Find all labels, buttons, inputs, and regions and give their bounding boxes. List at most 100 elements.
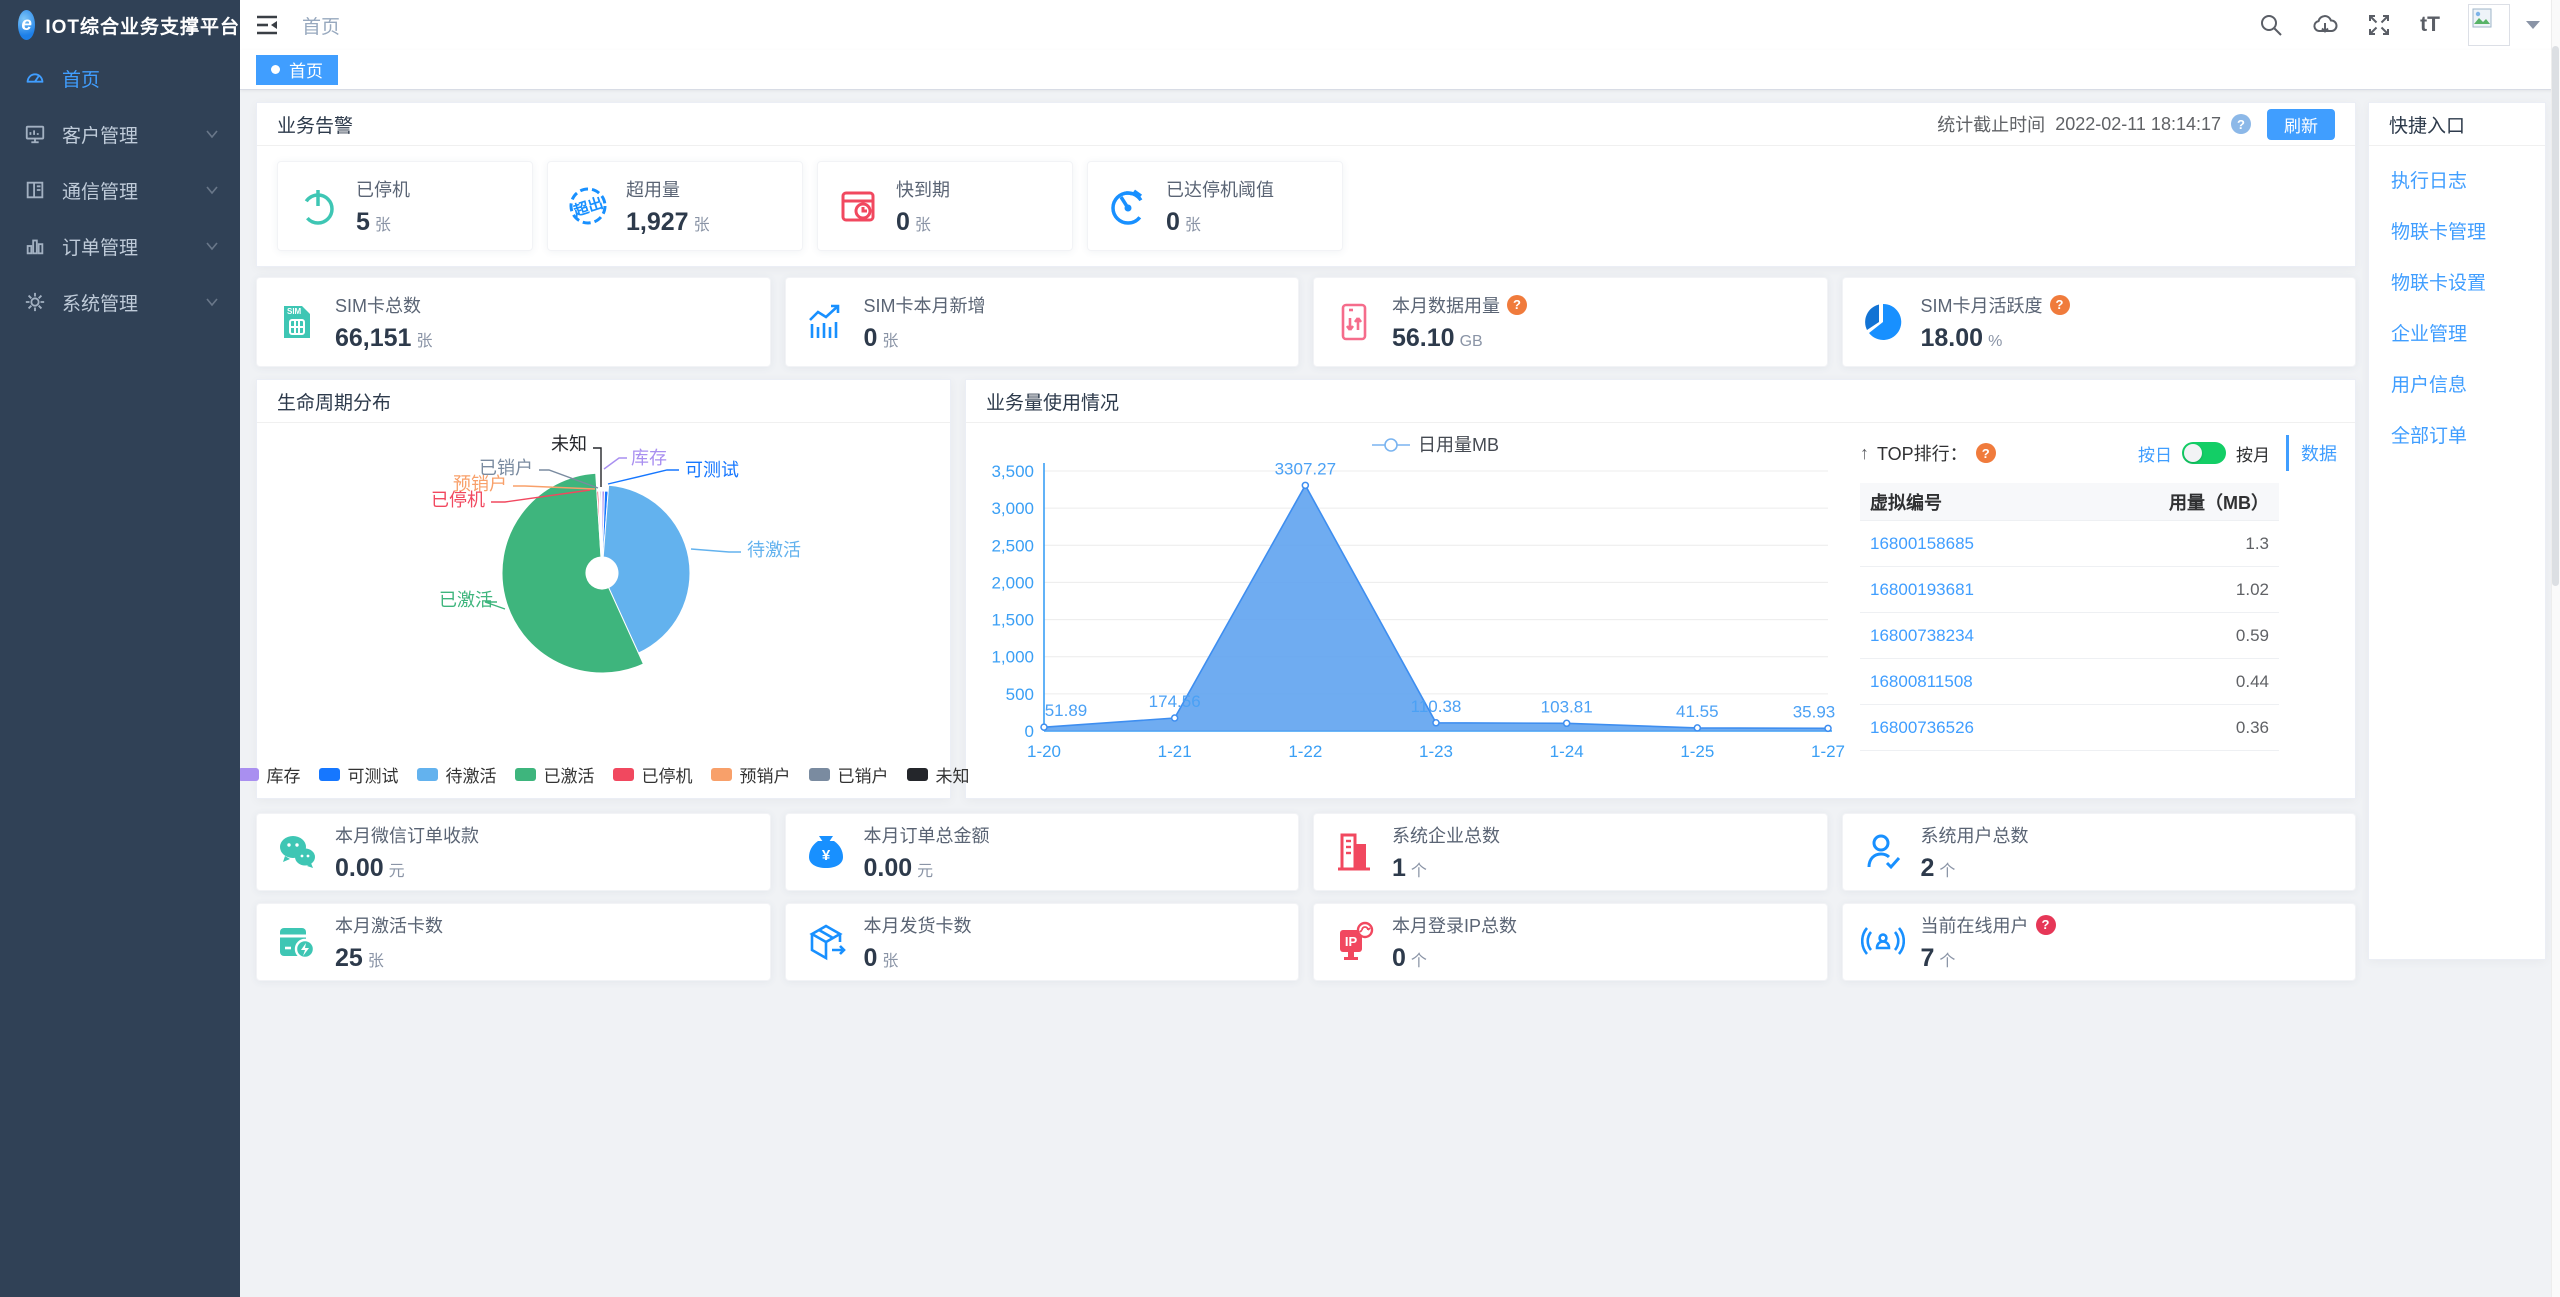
- sidebar-collapse-icon[interactable]: [254, 12, 280, 38]
- font-size-icon[interactable]: tT: [2420, 13, 2440, 36]
- col-header-number: 虚拟编号: [1870, 492, 1942, 513]
- stat-unit: 张: [416, 332, 433, 350]
- legend-item-可测试[interactable]: 可测试: [318, 762, 399, 787]
- stat-value: 0: [1392, 943, 1406, 972]
- help-icon[interactable]: ?: [1507, 294, 1527, 315]
- breadcrumb[interactable]: 首页: [302, 16, 341, 38]
- sidebar-item-home[interactable]: 首页: [0, 50, 240, 106]
- data-point[interactable]: [1562, 719, 1571, 728]
- legend-item-已销户[interactable]: 已销户: [808, 762, 889, 787]
- legend-item-库存[interactable]: 库存: [237, 762, 301, 787]
- data-point[interactable]: [1301, 481, 1310, 490]
- area-series[interactable]: [1044, 485, 1828, 731]
- stat-value: 0.00: [863, 853, 913, 882]
- legend-item-未知[interactable]: 未知: [906, 762, 970, 787]
- help-icon[interactable]: ?: [2035, 914, 2056, 935]
- main-area: 首页 tT 首页: [237, 0, 2560, 1297]
- legend-swatch: [710, 768, 732, 781]
- data-point[interactable]: [1040, 723, 1048, 731]
- period-switch[interactable]: [2182, 442, 2226, 464]
- sidebar-item-system[interactable]: 系统管理: [0, 274, 240, 330]
- quick-link-all-orders[interactable]: 全部订单: [2391, 426, 2468, 447]
- sidebar-item-label: 客户管理: [62, 125, 139, 147]
- scrollbar-track[interactable]: [2551, 0, 2560, 1297]
- legend-item-预销户[interactable]: 预销户: [710, 762, 791, 787]
- pie-label-line: [539, 469, 599, 489]
- quick-link-exec-log[interactable]: 执行日志: [2391, 171, 2468, 192]
- pie-slice-未知[interactable]: [600, 490, 603, 558]
- lifecycle-panel-header: 生命周期分布: [257, 380, 950, 423]
- quick-link-iot-card-mgmt[interactable]: 物联卡管理: [2391, 222, 2487, 243]
- pie-slice-待激活[interactable]: [602, 484, 691, 654]
- stat-time-label: 统计截止时间: [1937, 115, 2046, 135]
- stat-value: 56.10: [1392, 323, 1455, 352]
- virtual-number-link[interactable]: 16800811508: [1870, 671, 1973, 691]
- data-side-tab[interactable]: 数据: [2286, 435, 2337, 471]
- tab-label: 首页: [289, 62, 323, 81]
- stat-value: 2: [1920, 853, 1935, 882]
- virtual-number-link[interactable]: 16800193681: [1870, 579, 1975, 599]
- series-legend-label[interactable]: 日用量MB: [1418, 435, 1499, 455]
- legend-item-已激活[interactable]: 已激活: [514, 762, 595, 787]
- stat-card-sim-total: SIM SIM卡总数 66,151 张: [256, 277, 771, 367]
- toggle-monthly-label[interactable]: 按月: [2236, 445, 2270, 465]
- fullscreen-icon[interactable]: [2366, 12, 2392, 38]
- sim-stats-row: SIM SIM卡总数 66,151 张 SIM卡本月新增 0: [256, 277, 2356, 367]
- tab-active-dot: [271, 65, 280, 74]
- usage-value: 0.59: [2235, 625, 2269, 645]
- legend-marker: [1384, 438, 1398, 452]
- legend-label: 已销户: [837, 767, 889, 786]
- pie-label: 已激活: [439, 590, 493, 610]
- avatar[interactable]: [2468, 4, 2510, 46]
- data-label: 51.89: [1045, 701, 1088, 720]
- legend-item-待激活[interactable]: 待激活: [416, 762, 497, 787]
- scrollbar-thumb[interactable]: [2552, 46, 2559, 586]
- cloud-download-icon[interactable]: [2312, 12, 2338, 38]
- stat-value: 0: [863, 943, 878, 972]
- stat-label: 系统企业总数: [1392, 825, 1500, 846]
- topbar-tools: tT: [2258, 4, 2540, 46]
- user-menu-caret-icon[interactable]: [2526, 21, 2540, 29]
- sidebar-item-customers[interactable]: 客户管理: [0, 106, 240, 162]
- data-point[interactable]: [1824, 724, 1832, 733]
- tab-home[interactable]: 首页: [256, 54, 338, 85]
- usage-area-chart[interactable]: 0 500 1,000 1,500 2,000 2,500 3,000 3,500 51.89 1…: [966, 423, 1846, 783]
- legend-swatch: [808, 768, 830, 781]
- legend-swatch: [612, 768, 634, 781]
- data-point[interactable]: [1432, 719, 1440, 727]
- refresh-button[interactable]: 刷新: [2267, 108, 2335, 140]
- stat-card-activity: SIM卡月活跃度? 18.00%: [1841, 277, 2356, 367]
- stat-unit: %: [1988, 332, 2003, 350]
- help-icon[interactable]: ?: [1975, 443, 1996, 463]
- pie-label: 已停机: [431, 490, 485, 510]
- virtual-number-link[interactable]: 16800736526: [1870, 717, 1975, 737]
- help-icon[interactable]: ?: [2049, 294, 2070, 315]
- toggle-daily-label[interactable]: 按日: [2138, 445, 2172, 465]
- ip-icon: IP: [1332, 920, 1376, 964]
- sidebar-item-communication[interactable]: 通信管理: [0, 162, 240, 218]
- help-icon[interactable]: ?: [2231, 114, 2251, 134]
- quick-link-iot-card-settings[interactable]: 物联卡设置: [2391, 273, 2487, 294]
- data-point[interactable]: [1693, 724, 1702, 732]
- y-tick-label: 3,000: [991, 499, 1034, 518]
- sidebar-item-orders[interactable]: 订单管理: [0, 218, 240, 274]
- quick-entry-title: 快捷入口: [2389, 115, 2466, 137]
- calendar-clock-icon: [836, 184, 880, 228]
- money-bag-icon: ¥: [804, 830, 848, 874]
- pie-slice-已激活[interactable]: [501, 472, 645, 674]
- data-point[interactable]: [1170, 714, 1179, 722]
- virtual-number-link[interactable]: 16800738234: [1870, 625, 1975, 645]
- pie-legend: 库存 可测试 待激活 已激活 已停机 预销户 已销户 未知: [237, 762, 970, 787]
- legend-label: 待激活: [445, 767, 497, 786]
- legend-item-已停机[interactable]: 已停机: [612, 762, 693, 787]
- virtual-number-link[interactable]: 16800158685: [1870, 533, 1975, 553]
- quick-link-enterprise-mgmt[interactable]: 企业管理: [2391, 324, 2468, 345]
- quick-entry-panel: 快捷入口 执行日志 物联卡管理 物联卡设置 企业管理 用户信息 全部订单: [2368, 102, 2546, 960]
- stat-value: 25: [335, 943, 363, 972]
- quick-link-user-info[interactable]: 用户信息: [2391, 375, 2468, 396]
- search-icon[interactable]: [2258, 12, 2284, 38]
